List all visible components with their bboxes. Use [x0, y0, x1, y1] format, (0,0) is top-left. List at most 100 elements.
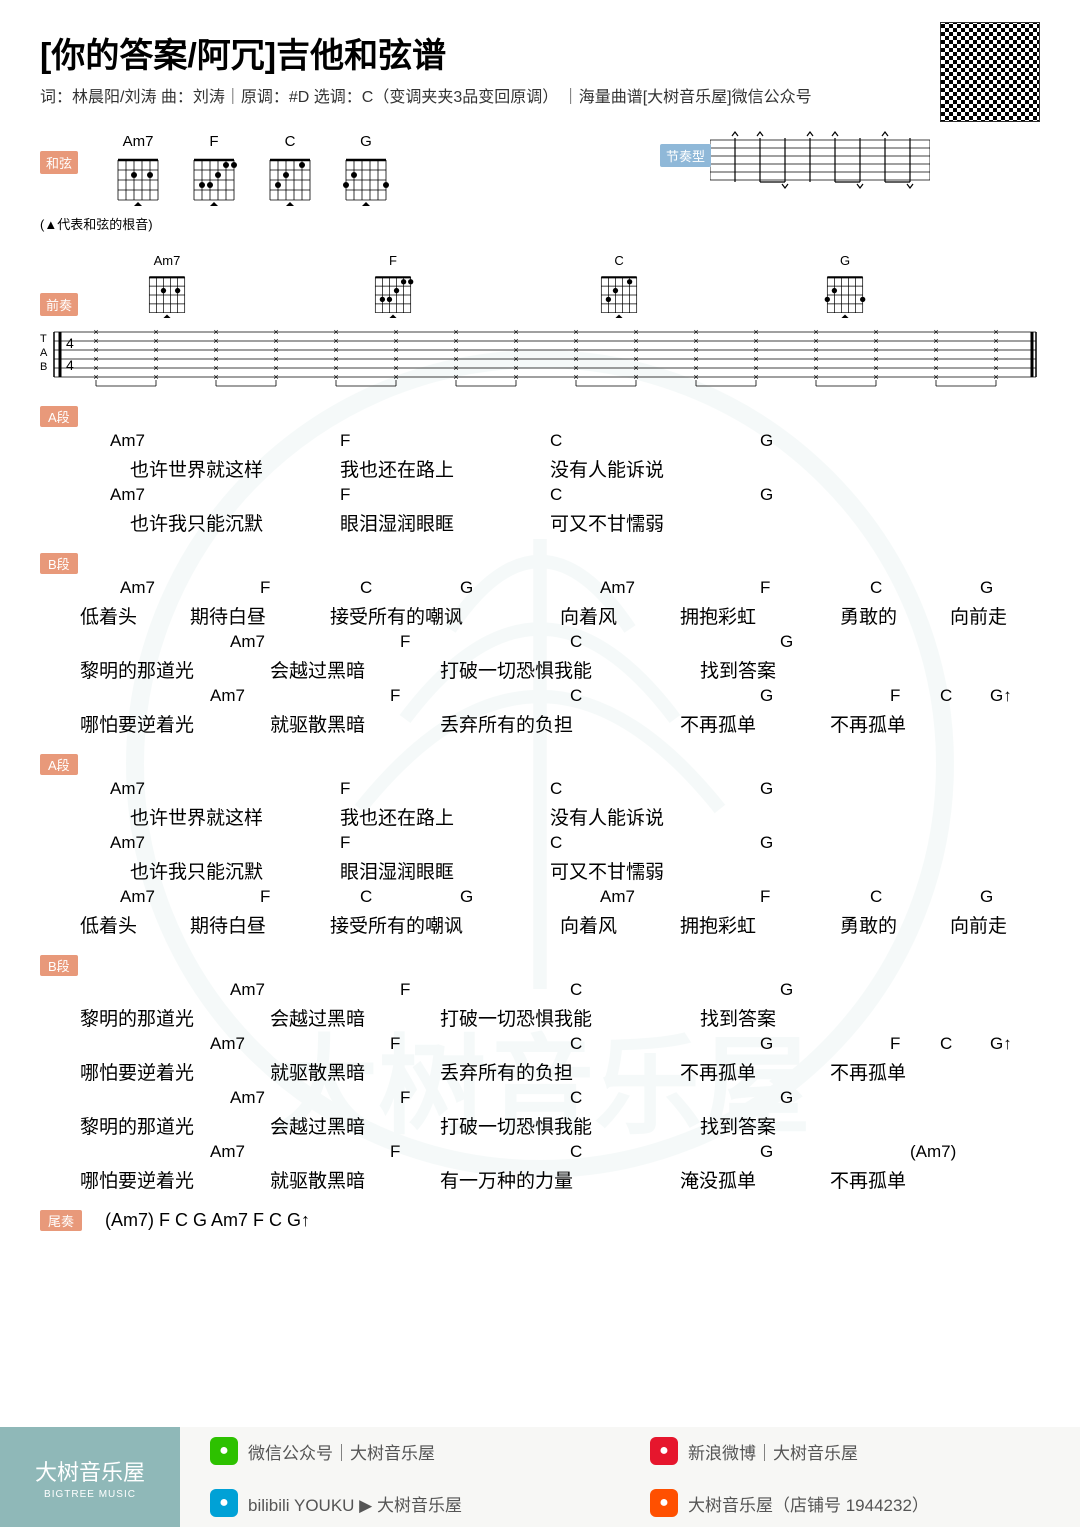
chord-symbol: Am7 — [600, 887, 635, 907]
lyric-text: 拥抱彩虹 — [680, 602, 756, 629]
lyric-text: 向着风 — [560, 911, 617, 938]
lyric-line: Am7FCG黎明的那道光会越过黑暗打破一切恐惧我能找到答案 — [40, 980, 1040, 1030]
intro-chord-diagram: Am7 — [144, 253, 190, 320]
chord-symbol: G — [760, 779, 773, 799]
lyric-text: 拥抱彩虹 — [680, 911, 756, 938]
chord-symbol: F — [760, 887, 770, 907]
chord-symbol: C — [870, 887, 882, 907]
lyric-text: 我也还在路上 — [340, 803, 454, 830]
lyric-text: 找到答案 — [700, 1004, 776, 1031]
lyric-text: 我也还在路上 — [340, 455, 454, 482]
lyric-line: Am7FCGFCG↑哪怕要逆着光就驱散黑暗丢弃所有的负担不再孤单不再孤单 — [40, 1034, 1040, 1084]
lyric-text: 丢弃所有的负担 — [440, 1058, 573, 1085]
lyric-line: Am7FCGFCG↑哪怕要逆着光就驱散黑暗丢弃所有的负担不再孤单不再孤单 — [40, 686, 1040, 736]
chord-symbol: C — [940, 1034, 952, 1054]
svg-text:B: B — [40, 361, 47, 373]
lyric-text: 勇敢的 — [840, 911, 897, 938]
lyric-text: 打破一切恐惧我能 — [440, 1112, 592, 1139]
lyric-text: 哪怕要逆着光 — [80, 1058, 194, 1085]
subtitle: 词：林晨阳/刘涛 曲：刘涛｜原调：#D 选调：C（变调夹夹3品变回原调） ｜海量… — [40, 83, 1040, 107]
lyric-line: Am7FCG也许世界就这样我也还在路上没有人能诉说 — [40, 779, 1040, 829]
chord-symbol: Am7 — [110, 485, 145, 505]
chord-symbol: F — [340, 431, 350, 451]
footer-link[interactable]: ●大树音乐屋（店铺号 1944232） — [650, 1489, 1050, 1517]
page-title: [你的答案/阿冗]吉他和弦谱 — [40, 28, 1040, 77]
section-label: B段 — [40, 553, 78, 574]
chord-symbol: F — [260, 887, 270, 907]
chord-diagram: F — [188, 133, 240, 208]
section-label: B段 — [40, 955, 78, 976]
chord-symbol: Am7 — [600, 578, 635, 598]
section: A段Am7FCG也许世界就这样我也还在路上没有人能诉说Am7FCG也许我只能沉默… — [0, 406, 1080, 535]
chord-symbol: Am7 — [230, 1088, 265, 1108]
chord-symbol: F — [340, 485, 350, 505]
lyric-text: 可又不甘懦弱 — [550, 509, 664, 536]
chord-symbol: C — [940, 686, 952, 706]
lyric-text: 黎明的那道光 — [80, 656, 194, 683]
lyric-text: 淹没孤单 — [680, 1166, 756, 1193]
chord-diagram: G — [340, 133, 392, 208]
lyric-line: Am7FCG黎明的那道光会越过黑暗打破一切恐惧我能找到答案 — [40, 1088, 1040, 1138]
section: B段Am7FCGAm7FCG低着头期待白昼接受所有的嘲讽向着风拥抱彩虹勇敢的向前… — [0, 553, 1080, 736]
lyric-text: 眼泪湿润眼眶 — [340, 509, 454, 536]
section-label: A段 — [40, 406, 78, 427]
chord-symbol: Am7 — [210, 686, 245, 706]
svg-text:A: A — [40, 347, 48, 359]
section-label: A段 — [40, 754, 78, 775]
lyric-text: 打破一切恐惧我能 — [440, 656, 592, 683]
lyric-line: Am7FCG也许世界就这样我也还在路上没有人能诉说 — [40, 431, 1040, 481]
intro-chord-diagram: C — [596, 253, 642, 320]
lyric-line: Am7FCG也许我只能沉默眼泪湿润眼眶可又不甘懦弱 — [40, 833, 1040, 883]
intro-row: 前奏 Am7FCG — [0, 253, 1080, 324]
lyric-line: Am7FCG也许我只能沉默眼泪湿润眼眶可又不甘懦弱 — [40, 485, 1040, 535]
lyric-text: 哪怕要逆着光 — [80, 1166, 194, 1193]
lyric-text: 会越过黑暗 — [270, 656, 365, 683]
lyric-text: 找到答案 — [700, 656, 776, 683]
intro-badge: 前奏 — [40, 293, 78, 316]
chord-symbol: G — [780, 632, 793, 652]
strum-pattern: 节奏型 — [710, 130, 930, 200]
chord-symbol: Am7 — [230, 632, 265, 652]
outro-text: (Am7) F C G Am7 F C G↑ — [105, 1210, 310, 1230]
chord-symbol: C — [570, 1088, 582, 1108]
chord-symbol: C — [570, 632, 582, 652]
footer-link[interactable]: ●微信公众号｜大树音乐屋 — [210, 1437, 610, 1465]
lyric-text: 不再孤单 — [680, 1058, 756, 1085]
chord-symbol: G↑ — [990, 1034, 1012, 1054]
chord-diagram: Am7 — [112, 133, 164, 208]
lyric-text: 哪怕要逆着光 — [80, 710, 194, 737]
chord-symbol: G — [780, 980, 793, 1000]
lyric-text: 低着头 — [80, 602, 137, 629]
lyric-text: 没有人能诉说 — [550, 455, 664, 482]
lyric-text: 期待白昼 — [190, 911, 266, 938]
header: [你的答案/阿冗]吉他和弦谱 词：林晨阳/刘涛 曲：刘涛｜原调：#D 选调：C（… — [0, 0, 1080, 115]
lyric-text: 打破一切恐惧我能 — [440, 1004, 592, 1031]
chord-symbol: Am7 — [110, 431, 145, 451]
chord-symbol: G — [760, 431, 773, 451]
chord-symbol: C — [570, 980, 582, 1000]
lyric-text: 就驱散黑暗 — [270, 710, 365, 737]
chord-symbol: Am7 — [110, 833, 145, 853]
chord-badge: 和弦 — [40, 151, 78, 174]
tb-icon: ● — [650, 1489, 678, 1517]
chord-symbol: Am7 — [210, 1142, 245, 1162]
intro-chord-diagram: F — [370, 253, 416, 320]
lyric-text: 也许我只能沉默 — [130, 857, 263, 884]
svg-text:4: 4 — [66, 335, 74, 351]
chord-symbol: C — [570, 1142, 582, 1162]
footer-link[interactable]: ●bilibili YOUKU ▶ 大树音乐屋 — [210, 1489, 610, 1517]
lyric-text: 没有人能诉说 — [550, 803, 664, 830]
chord-symbol: C — [550, 485, 562, 505]
outro-label: 尾奏 — [40, 1210, 82, 1231]
lyric-text: 眼泪湿润眼眶 — [340, 857, 454, 884]
chord-symbol: C — [570, 1034, 582, 1054]
chord-symbol: G↑ — [990, 686, 1012, 706]
lyric-line: Am7FCG(Am7)哪怕要逆着光就驱散黑暗有一万种的力量淹没孤单不再孤单 — [40, 1142, 1040, 1192]
lyric-text: 向前走 — [950, 602, 1007, 629]
footer-link[interactable]: ●新浪微博｜大树音乐屋 — [650, 1437, 1050, 1465]
footer: 大树音乐屋 BIGTREE MUSIC ●微信公众号｜大树音乐屋●新浪微博｜大树… — [0, 1427, 1080, 1527]
chord-symbol: F — [390, 1034, 400, 1054]
chord-symbol: G — [980, 578, 993, 598]
chord-symbol: Am7 — [230, 980, 265, 1000]
chord-symbol: F — [260, 578, 270, 598]
